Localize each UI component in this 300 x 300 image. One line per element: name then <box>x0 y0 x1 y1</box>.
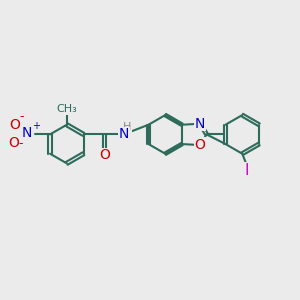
Text: N: N <box>118 128 129 141</box>
Text: H: H <box>123 122 131 132</box>
Text: -: - <box>19 137 23 150</box>
Text: N: N <box>195 117 206 131</box>
Text: -: - <box>20 110 24 122</box>
Text: O: O <box>8 136 19 150</box>
Text: CH₃: CH₃ <box>56 104 77 114</box>
Text: O: O <box>9 118 20 132</box>
Text: O: O <box>195 138 206 152</box>
Text: N: N <box>22 126 32 140</box>
Text: +: + <box>32 121 40 131</box>
Text: O: O <box>99 148 110 162</box>
Text: I: I <box>244 163 249 178</box>
